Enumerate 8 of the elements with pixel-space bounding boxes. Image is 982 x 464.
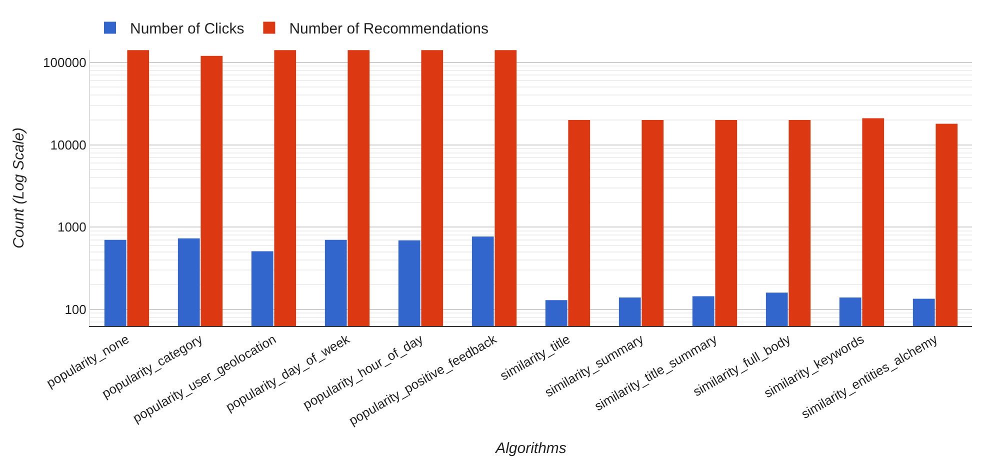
y-tick-label: 10000 — [50, 137, 86, 152]
legend-label: Number of Recommendations — [289, 20, 488, 38]
y-axis-title: Count (Log Scale) — [10, 128, 28, 248]
x-axis-title: Algorithms — [494, 440, 567, 458]
legend-label: Number of Clicks — [130, 20, 244, 38]
y-tick-label: 1000 — [57, 220, 86, 235]
y-tick-label: 100000 — [43, 54, 86, 70]
y-tick-label: 100 — [64, 302, 86, 318]
